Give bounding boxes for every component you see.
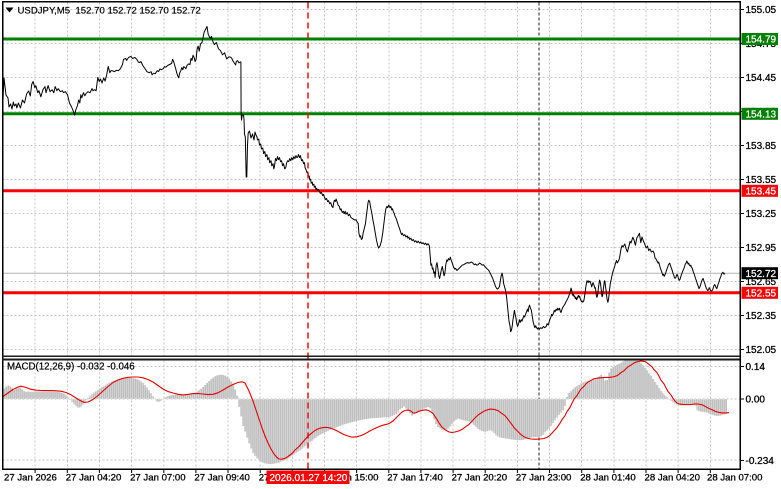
svg-text:27 Jan 23:00: 27 Jan 23:00 [516, 473, 571, 484]
svg-text:152.35: 152.35 [746, 311, 777, 322]
svg-text:152.72: 152.72 [746, 269, 777, 280]
svg-text:0.14: 0.14 [746, 362, 766, 373]
svg-text:152.05: 152.05 [746, 345, 777, 356]
svg-text:27 Jan 20:20: 27 Jan 20:20 [452, 473, 507, 484]
svg-text:27 Jan 07:00: 27 Jan 07:00 [130, 473, 185, 484]
svg-text:155.05: 155.05 [746, 5, 777, 16]
svg-text:154.45: 154.45 [746, 73, 777, 84]
svg-text:27 Jan 17:40: 27 Jan 17:40 [387, 473, 442, 484]
svg-text:153.45: 153.45 [746, 187, 777, 198]
svg-text:USDJPY,M5 152.70 152.72 152.7: USDJPY,M5 152.70 152.72 152.70 152.72 [18, 6, 201, 17]
svg-text:28 Jan 04:20: 28 Jan 04:20 [645, 473, 700, 484]
svg-text:0.00: 0.00 [746, 395, 766, 406]
svg-text:-0.234: -0.234 [746, 456, 775, 467]
svg-text:152.95: 152.95 [746, 243, 777, 254]
svg-text:27 Jan 04:20: 27 Jan 04:20 [66, 473, 121, 484]
svg-text:153.55: 153.55 [746, 175, 777, 186]
svg-text:153.85: 153.85 [746, 141, 777, 152]
svg-text:2026.01.27 14:20: 2026.01.27 14:20 [270, 473, 348, 484]
svg-text:152.65: 152.65 [746, 277, 777, 288]
svg-text:27 Jan 2026: 27 Jan 2026 [4, 473, 57, 484]
svg-text:28 Jan 07:00: 28 Jan 07:00 [707, 473, 762, 484]
svg-text:28 Jan 01:40: 28 Jan 01:40 [580, 473, 635, 484]
svg-text:153.25: 153.25 [746, 209, 777, 220]
svg-text:MACD(12,26,9) -0.032 -0.046: MACD(12,26,9) -0.032 -0.046 [7, 361, 135, 372]
svg-text:154.13: 154.13 [746, 110, 777, 121]
svg-text:27 Jan 15:00: 27 Jan 15:00 [323, 473, 378, 484]
svg-text:154.79: 154.79 [746, 35, 777, 46]
svg-text:152.55: 152.55 [746, 289, 777, 300]
svg-text:27 Jan 09:40: 27 Jan 09:40 [194, 473, 249, 484]
